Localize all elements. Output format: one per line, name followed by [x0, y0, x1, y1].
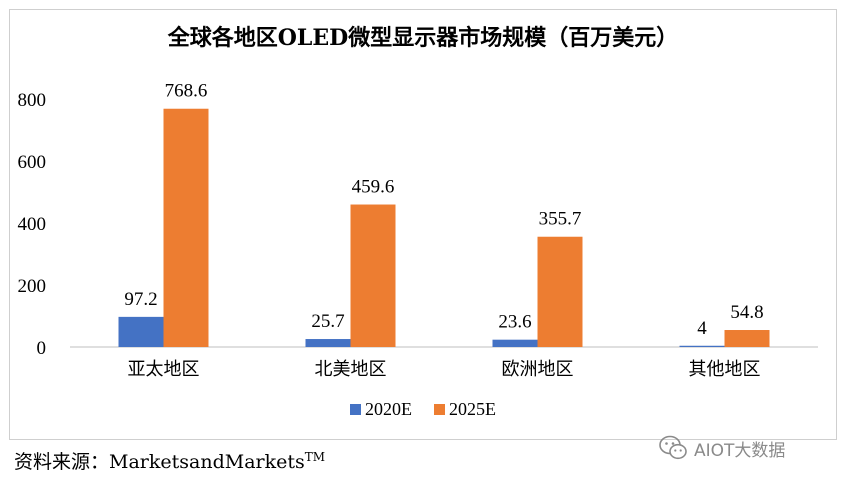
bar-2025e: [537, 236, 583, 347]
data-label: 4: [697, 318, 707, 339]
bar-2025e: [724, 330, 770, 347]
y-tick-label: 200: [18, 276, 47, 297]
legend-swatch: [350, 404, 361, 415]
data-label: 768.6: [165, 81, 208, 102]
legend-swatch: [434, 404, 445, 415]
data-label: 25.7: [311, 311, 344, 332]
bar-2020e: [118, 316, 164, 347]
y-tick-label: 800: [18, 90, 47, 111]
data-label: 355.7: [539, 209, 582, 230]
legend-label: 2025E: [449, 399, 496, 419]
source-name: MarketsandMarkets: [109, 451, 305, 473]
bar-2020e: [492, 339, 538, 347]
watermark: AIOT大数据: [658, 434, 785, 462]
bar-2020e: [679, 345, 725, 347]
x-tick-label: 欧洲地区: [502, 359, 574, 380]
x-tick-label: 亚太地区: [128, 359, 200, 380]
bar-2025e: [163, 108, 209, 347]
data-label: 23.6: [498, 312, 531, 333]
chart-frame: [9, 9, 837, 440]
data-label: 459.6: [352, 177, 395, 198]
data-label: 54.8: [730, 302, 763, 323]
legend-label: 2020E: [365, 399, 412, 419]
wechat-icon: [659, 435, 687, 460]
x-tick-label: 其他地区: [689, 359, 761, 380]
y-tick-label: 0: [37, 338, 47, 359]
chart-title: 全球各地区OLED微型显示器市场规模（百万美元）: [167, 25, 678, 51]
x-tick-label: 北美地区: [315, 359, 387, 380]
source-prefix: 资料来源：: [14, 451, 110, 473]
data-label: 97.2: [124, 289, 157, 310]
trademark-mark: TM: [304, 450, 326, 464]
y-tick-label: 400: [18, 214, 47, 235]
source-note: 资料来源：MarketsandMarketsTM: [14, 447, 325, 474]
watermark-text: AIOT大数据: [694, 440, 786, 461]
bar-2020e: [305, 339, 351, 347]
bar-2025e: [350, 204, 396, 347]
y-tick-label: 600: [18, 152, 47, 173]
